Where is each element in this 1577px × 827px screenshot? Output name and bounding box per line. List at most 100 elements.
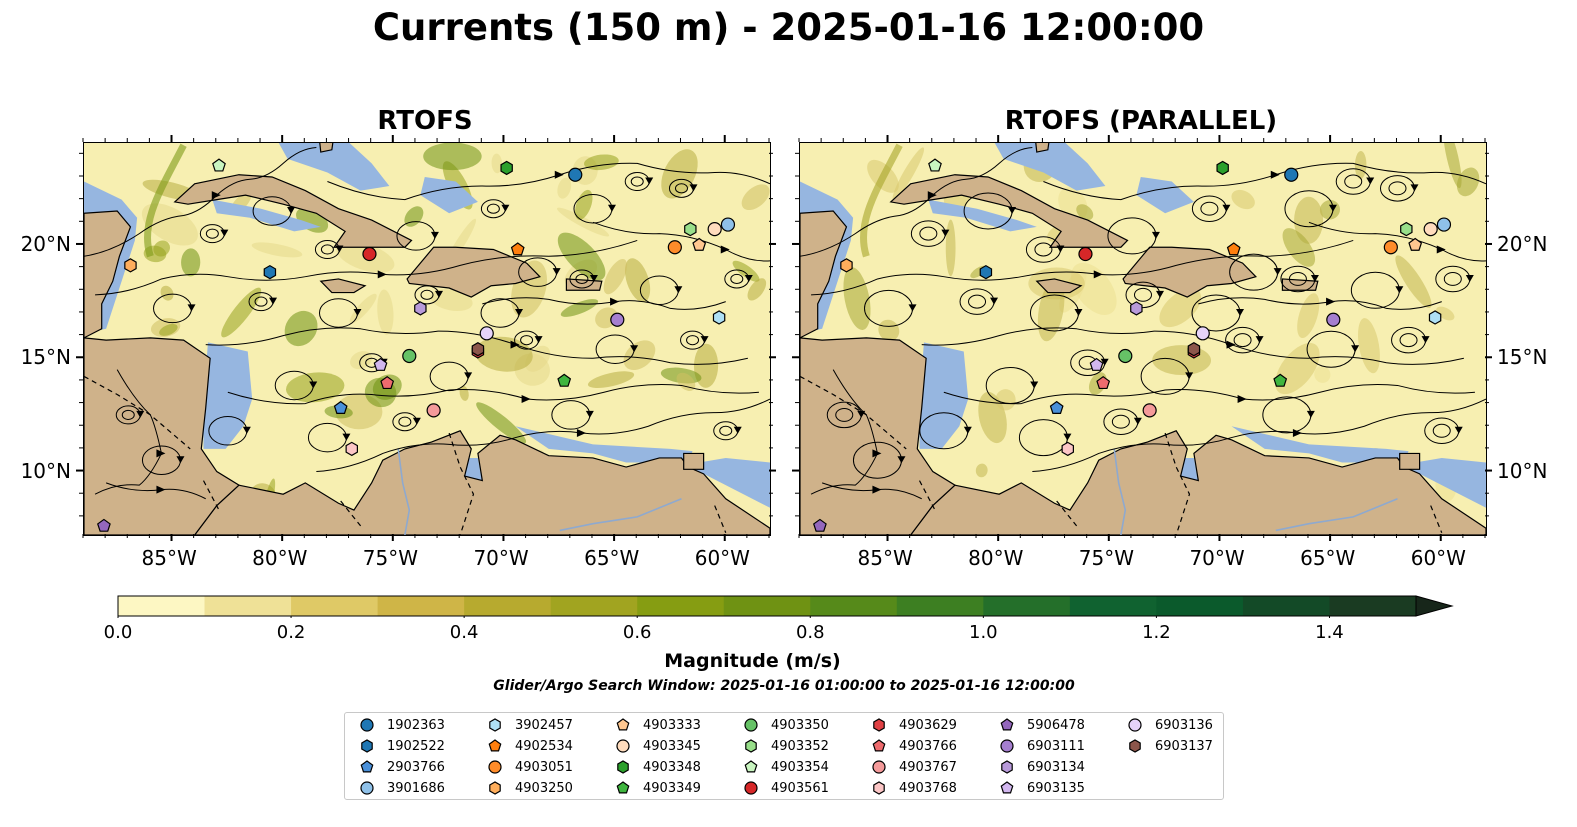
streamline-arrow	[242, 426, 251, 434]
float-marker-2903766	[333, 400, 348, 414]
streamline-arrow	[1270, 170, 1280, 179]
orinoco-river	[1275, 498, 1398, 532]
streamline-eddy-inner	[1443, 271, 1462, 286]
lon-tick-label: 65°W	[1300, 546, 1356, 570]
colorbar-segment	[1156, 596, 1244, 616]
legend-marker	[873, 718, 885, 732]
legend-marker	[489, 718, 501, 732]
cuba-land	[173, 174, 413, 248]
legend-item: 4903354	[743, 757, 829, 777]
streamline-arrow	[1421, 336, 1430, 344]
legend-marker	[1000, 718, 1014, 731]
current-magnitude-patch	[1297, 293, 1320, 339]
current-magnitude-patch	[843, 267, 871, 330]
float-marker-4903354	[928, 158, 942, 172]
current-magnitude-patch	[741, 184, 770, 211]
streamline	[943, 384, 1475, 405]
streamline-arrow	[377, 270, 387, 279]
lat-tick-label: 15°N	[1497, 345, 1548, 370]
current-magnitude-patch	[159, 323, 178, 336]
streamline-eddy-inner	[1288, 271, 1307, 286]
lon-tick-label: 70°W	[1189, 546, 1245, 570]
lon-tick-label: 70°W	[473, 546, 529, 570]
legend-marker-icon	[1128, 718, 1142, 732]
legend-label: 6903136	[1155, 717, 1213, 733]
float-marker-1902363	[1284, 167, 1299, 182]
legend-marker	[1129, 739, 1141, 753]
streamline-eddy-inner	[719, 425, 733, 436]
streamline-arrow	[1292, 429, 1302, 438]
colorbar-segment	[550, 596, 638, 616]
current-magnitude-patch	[181, 248, 201, 277]
colorbar-segment	[118, 596, 206, 616]
float-marker-4903345	[707, 222, 722, 237]
colorbar-segment	[896, 596, 984, 616]
lat-tick-label: 15°N	[20, 345, 71, 370]
colorbar-tick-label: 1.2	[1142, 622, 1171, 643]
float-marker-3902457	[1428, 310, 1442, 325]
streamline-arrow	[1306, 410, 1315, 418]
streamline-eddy-inner	[320, 244, 334, 255]
andros-land	[1035, 143, 1050, 153]
streamline-arrow	[1310, 274, 1319, 282]
streamline	[592, 221, 770, 262]
legend-label: 5906478	[1027, 717, 1085, 733]
colorbar-segment	[1069, 596, 1157, 616]
orinoco-river	[559, 498, 682, 532]
legend-item: 3902457	[487, 715, 573, 735]
search-window-caption: Glider/Argo Search Window: 2025-01-16 01…	[493, 678, 1075, 694]
legend-marker	[617, 760, 629, 774]
bahamas-bank	[278, 143, 390, 191]
streamline-eddy-inner	[121, 409, 135, 420]
lon-tick-label: 65°W	[584, 546, 640, 570]
axis-ticks	[76, 135, 1492, 541]
float-marker-4903349	[557, 373, 572, 387]
streamline-eddy-inner	[520, 335, 534, 346]
streamline-arrow	[585, 410, 594, 418]
current-magnitude-patch	[1076, 204, 1094, 221]
streamline-arrow	[464, 372, 473, 380]
streamline-arrow	[744, 274, 753, 282]
float-marker-6903137	[1187, 342, 1201, 357]
streamline-eddy-inner	[1134, 287, 1152, 302]
current-magnitude-patch	[491, 153, 503, 174]
streamline-arrow	[1133, 417, 1142, 425]
main-title: Currents (150 m) - 2025-01-16 12:00:00	[372, 6, 1205, 49]
colorbar-segment	[204, 596, 292, 616]
float-marker-3901686	[1436, 217, 1452, 232]
streamline-eddy-inner	[730, 273, 744, 285]
streamline-arrow	[610, 297, 620, 306]
legend-label: 6903111	[1027, 738, 1085, 754]
streamline-arrow	[700, 336, 709, 344]
streamline	[1308, 221, 1486, 262]
streamline-arrow	[941, 229, 950, 237]
streamline-arrow	[1185, 372, 1194, 380]
float-marker-4903561	[362, 246, 377, 262]
colorbar-segment	[464, 596, 552, 616]
legend-label: 4903333	[643, 717, 701, 733]
legend-marker	[1000, 781, 1014, 794]
legend-label: 4903345	[643, 738, 701, 754]
country-border	[202, 480, 220, 511]
float-marker-4903333	[692, 237, 707, 251]
legend-item: 4903350	[743, 715, 829, 735]
float-marker-1902522	[263, 264, 277, 280]
float-marker-4902534	[510, 242, 525, 256]
legend-item: 6903137	[1127, 736, 1213, 756]
colorbar-tick-label: 0.0	[103, 622, 133, 643]
float-marker-4903766	[380, 375, 395, 390]
float-marker-4903768	[1061, 441, 1074, 457]
float-marker-4903333	[1408, 237, 1423, 251]
legend-marker-icon	[488, 739, 502, 752]
float-marker-6903135	[1089, 357, 1104, 371]
streamline-eddy-inner	[1399, 333, 1418, 348]
current-magnitude-patch	[661, 149, 698, 199]
legend-marker	[616, 781, 630, 794]
streamline-arrow	[534, 336, 543, 344]
streamline-arrow	[353, 308, 362, 316]
nicaragua-shelf	[919, 342, 969, 449]
legend-marker-icon	[489, 781, 501, 795]
streamline-arrow	[1222, 204, 1231, 212]
yucatan-current-band	[859, 143, 903, 258]
current-magnitude-patch	[556, 207, 610, 237]
